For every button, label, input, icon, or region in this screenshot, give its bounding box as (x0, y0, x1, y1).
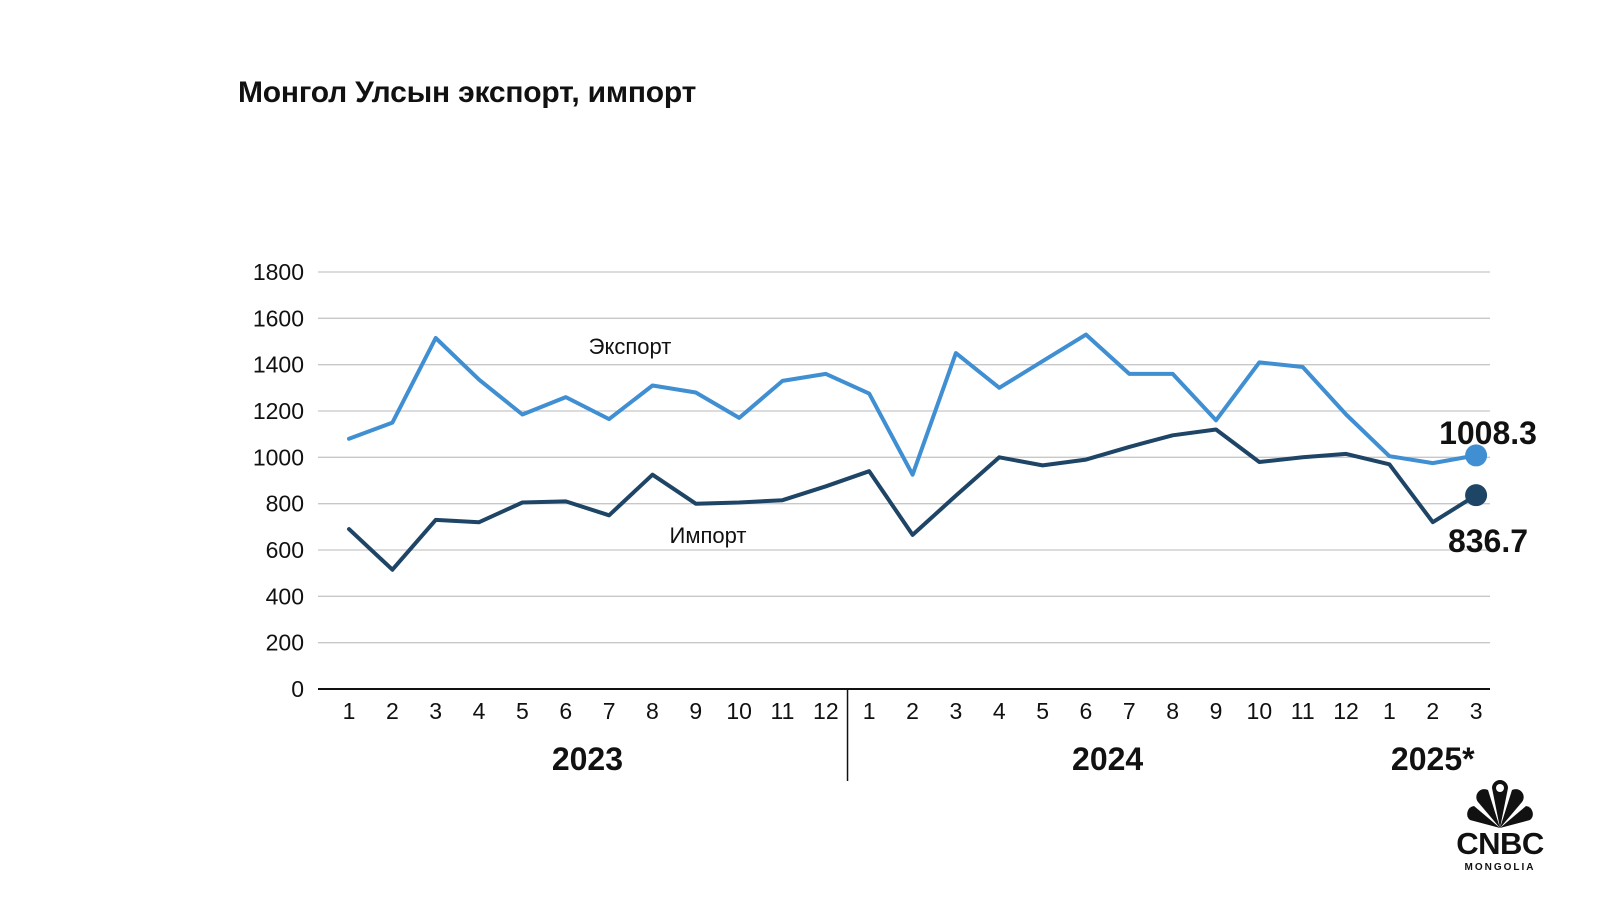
y-tick-label: 0 (291, 676, 304, 702)
x-tick-label: 2 (906, 698, 919, 724)
y-tick-label: 1800 (253, 259, 304, 285)
x-tick-label: 11 (1291, 698, 1315, 724)
x-tick-label: 10 (1247, 698, 1273, 724)
end-value-label-export: 1008.3 (1439, 415, 1537, 451)
x-tick-label: 7 (1123, 698, 1136, 724)
logo-subtitle: MONGOLIA (1464, 862, 1536, 873)
y-tick-label: 800 (266, 491, 304, 517)
x-tick-label: 1 (343, 698, 356, 724)
year-group-label: 2023 (552, 741, 623, 777)
x-tick-label: 12 (1333, 698, 1359, 724)
chart-title: Монгол Улсын экспорт, импорт (238, 76, 697, 109)
x-tick-label: 3 (1470, 698, 1483, 724)
series-end-marker (1465, 484, 1488, 507)
x-tick-label: 5 (516, 698, 529, 724)
x-tick-label: 7 (603, 698, 616, 724)
series-label-import: Импорт (670, 523, 747, 548)
x-tick-label: 2 (386, 698, 399, 724)
x-tick-label: 9 (689, 698, 702, 724)
x-tick-label: 8 (1166, 698, 1179, 724)
series-label-export: Экспорт (589, 334, 672, 359)
year-group-label: 2025* (1391, 741, 1475, 777)
x-tick-label: 10 (726, 698, 752, 724)
x-tick-label: 8 (646, 698, 659, 724)
year-group-label: 2024 (1072, 741, 1143, 777)
peacock-icon (1467, 780, 1533, 828)
series-line (347, 332, 1479, 477)
x-tick-label: 1 (1383, 698, 1396, 724)
y-tick-label: 1400 (253, 352, 304, 378)
x-tick-label: 3 (950, 698, 963, 724)
x-tick-label: 4 (473, 698, 486, 724)
x-tick-label: 6 (559, 698, 572, 724)
y-tick-label: 600 (266, 537, 304, 563)
y-tick-label: 200 (266, 630, 304, 656)
x-tick-label: 2 (1426, 698, 1439, 724)
logo-brand: CNBC (1456, 826, 1544, 861)
y-tick-label: 1000 (253, 444, 304, 470)
x-tick-label: 6 (1080, 698, 1093, 724)
series-line (347, 427, 1479, 572)
x-tick-label: 4 (993, 698, 1006, 724)
end-value-label-import: 836.7 (1448, 523, 1528, 559)
cnbc-mongolia-logo: CNBC MONGOLIA (1448, 780, 1552, 876)
y-tick-label: 400 (266, 583, 304, 609)
x-tick-label: 3 (429, 698, 442, 724)
x-tick-label: 1 (863, 698, 876, 724)
y-tick-label: 1200 (253, 398, 304, 424)
x-tick-label: 11 (771, 698, 795, 724)
x-tick-label: 9 (1210, 698, 1223, 724)
x-tick-label: 12 (813, 698, 839, 724)
x-tick-label: 5 (1036, 698, 1049, 724)
y-tick-label: 1600 (253, 305, 304, 331)
series-end-marker (1465, 444, 1488, 467)
